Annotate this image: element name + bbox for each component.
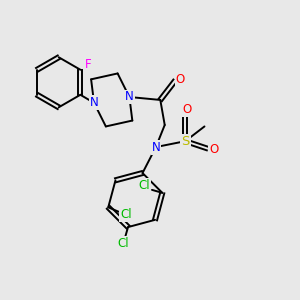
Text: Cl: Cl	[139, 179, 150, 192]
Text: N: N	[125, 91, 134, 103]
Text: O: O	[176, 73, 185, 86]
Text: N: N	[90, 96, 98, 110]
Text: F: F	[85, 58, 92, 71]
Text: O: O	[182, 103, 191, 116]
Text: Cl: Cl	[120, 208, 132, 221]
Text: O: O	[209, 143, 218, 157]
Text: Cl: Cl	[118, 237, 129, 250]
Text: N: N	[152, 141, 160, 154]
Text: S: S	[181, 135, 190, 148]
